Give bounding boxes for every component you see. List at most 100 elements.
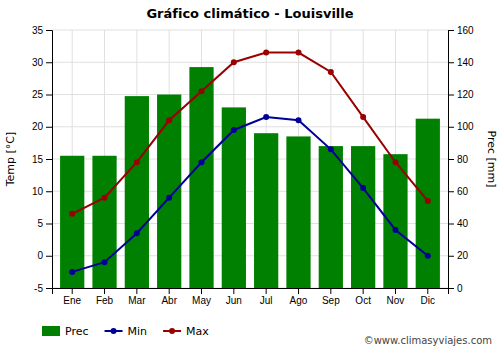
axis-line: [53, 289, 449, 295]
tick-label: Feb: [96, 295, 114, 306]
bar: [286, 136, 310, 288]
point: [231, 59, 237, 65]
tick-label: 0: [457, 283, 463, 294]
tick: Nov: [387, 288, 405, 306]
bar: [254, 133, 278, 288]
tick-mark: [448, 95, 454, 96]
tick-mark: [46, 95, 52, 96]
tick-label: 15: [32, 154, 44, 165]
tick-mark: [448, 256, 454, 257]
tick: 20: [32, 121, 52, 132]
axis-line: [46, 31, 53, 289]
tick-mark: [427, 288, 428, 294]
legend: PrecMinMax: [42, 325, 209, 338]
tick: Feb: [96, 288, 114, 306]
tick-label: Ene: [63, 295, 81, 306]
point: [328, 146, 334, 152]
tick: 10: [32, 186, 52, 197]
grid-line: [52, 62, 448, 63]
tick-label: -5: [34, 283, 43, 294]
tick-label: Dic: [421, 295, 435, 306]
tick: 40: [448, 218, 469, 229]
tick-label: 80: [457, 154, 469, 165]
tick-label: Mar: [128, 295, 146, 306]
point: [166, 117, 172, 123]
tick: Mar: [128, 288, 146, 306]
y-axis: -505101520253035: [32, 25, 53, 294]
legend-marker: [111, 328, 117, 334]
point: [392, 159, 398, 165]
bar: [125, 96, 149, 288]
point: [263, 114, 269, 120]
legend-label: Min: [128, 325, 148, 338]
tick: May: [192, 288, 211, 306]
tick-label: 0: [37, 250, 43, 261]
tick: Abr: [161, 288, 177, 306]
tick-label: May: [192, 295, 211, 306]
legend-label: Max: [186, 325, 209, 338]
point: [360, 114, 366, 120]
tick-mark: [46, 191, 52, 192]
legend-item: Max: [163, 325, 209, 338]
tick-mark: [136, 288, 137, 294]
tick-mark: [169, 288, 170, 294]
tick-mark: [104, 288, 105, 294]
tick-label: 35: [32, 25, 44, 36]
tick-mark: [448, 62, 454, 63]
tick-label: 20: [32, 121, 44, 132]
tick-mark: [46, 256, 52, 257]
tick: 5: [37, 218, 52, 229]
point: [328, 69, 334, 75]
point: [392, 227, 398, 233]
axis-line: [449, 31, 455, 289]
legend-swatch: [42, 326, 60, 336]
chart: EneFebMarAbrMayJunJulAgoSepOctNovDic-505…: [0, 0, 500, 350]
tick-label: Jul: [260, 295, 273, 306]
bar: [383, 154, 407, 288]
y2-axis-title: Prec [mm]: [485, 130, 498, 187]
grid-line: [52, 94, 448, 95]
point: [166, 195, 172, 201]
annotation: ©www.climasyviajes.com: [364, 335, 492, 346]
tick: 140: [448, 57, 474, 68]
line: [72, 117, 428, 272]
tick: Jun: [226, 288, 242, 306]
tick-label: Jun: [226, 295, 242, 306]
tick-label: 160: [457, 25, 474, 36]
tick-label: 20: [457, 250, 469, 261]
tick-mark: [201, 288, 202, 294]
point: [360, 185, 366, 191]
bar: [60, 156, 84, 288]
bar: [416, 119, 440, 288]
point: [69, 211, 75, 217]
point: [231, 127, 237, 133]
tick: 35: [32, 25, 52, 36]
tick-mark: [448, 224, 454, 225]
point: [102, 195, 108, 201]
tick-mark: [46, 159, 52, 160]
tick-mark: [448, 159, 454, 160]
tick: 160: [448, 25, 474, 36]
tick-mark: [46, 62, 52, 63]
tick: 30: [32, 57, 52, 68]
tick: 100: [448, 121, 474, 132]
tick-mark: [46, 224, 52, 225]
tick-label: Nov: [387, 295, 405, 306]
tick: Ago: [290, 288, 308, 306]
point: [295, 50, 301, 56]
tick-mark: [46, 127, 52, 128]
line: [72, 53, 428, 214]
point: [295, 117, 301, 123]
tick-mark: [46, 288, 52, 289]
bar: [319, 146, 343, 288]
point: [134, 230, 140, 236]
grid-line: [52, 126, 448, 127]
y-axis-title: Temp [°C]: [4, 132, 17, 188]
point: [69, 269, 75, 275]
tick-mark: [395, 288, 396, 294]
bar: [351, 146, 375, 288]
tick-mark: [72, 288, 73, 294]
point: [199, 159, 205, 165]
tick: -5: [34, 283, 52, 294]
tick-mark: [330, 288, 331, 294]
